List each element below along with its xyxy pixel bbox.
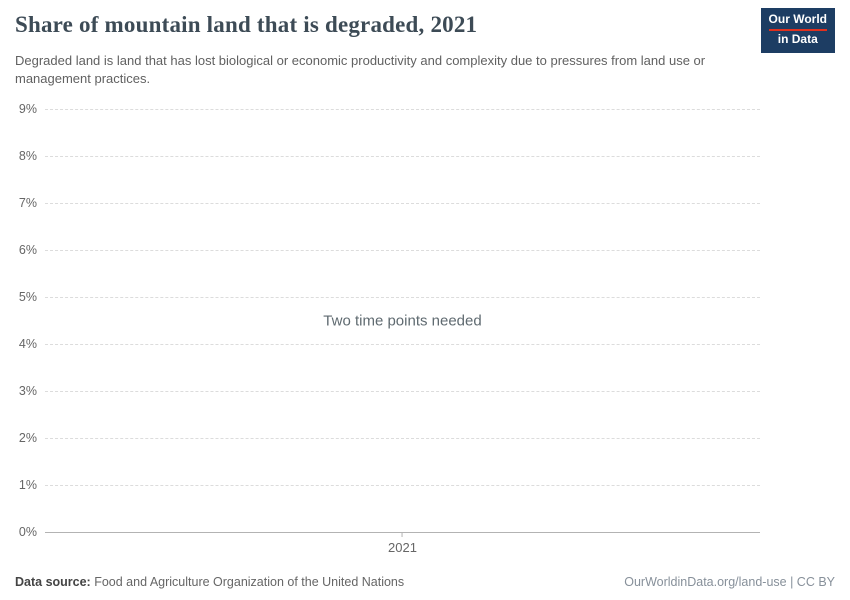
data-source: Data source: Food and Agriculture Organi…: [15, 575, 404, 589]
y-gridline: [45, 156, 760, 157]
owid-logo-line1: Our World: [768, 12, 827, 26]
y-tick-label: 5%: [18, 290, 37, 304]
y-tick-label: 1%: [18, 478, 37, 492]
y-tick-label: 6%: [18, 242, 37, 257]
y-gridline: [45, 344, 760, 345]
y-gridline: [45, 109, 760, 110]
chart-subtitle: Degraded land is land that has lost biol…: [15, 53, 706, 87]
owid-logo-accent-bar: [768, 28, 827, 31]
x-axis-line: [45, 532, 760, 533]
y-tick-label: 9%: [18, 102, 37, 116]
y-gridline: [45, 438, 760, 439]
y-tick-label: 2%: [18, 431, 37, 445]
x-tick-mark: [401, 532, 403, 537]
owid-logo: Our World in Data: [760, 8, 835, 53]
x-axis-tick: 2021: [388, 532, 417, 555]
y-gridline: [45, 249, 760, 251]
empty-state-message: Two time points needed: [323, 312, 482, 329]
y-tick-label: 4%: [18, 337, 37, 351]
owid-logo-line2: in Data: [777, 31, 818, 46]
attribution-link[interactable]: OurWorldinData.org/land-use | CC BY: [624, 575, 835, 589]
chart-footer: Data source: Food and Agriculture Organi…: [15, 575, 835, 589]
y-gridline: [45, 390, 760, 392]
y-tick-label: 0%: [18, 525, 37, 539]
y-tick-label: 3%: [18, 383, 37, 398]
data-source-label: Data source:: [15, 575, 91, 589]
page-title: Share of mountain land that is degraded,…: [15, 12, 478, 37]
x-tick-label: 2021: [388, 540, 417, 555]
y-gridline: [45, 297, 760, 298]
y-gridline: [45, 203, 760, 204]
y-tick-label: 8%: [18, 149, 37, 163]
y-tick-label: 7%: [18, 196, 37, 210]
y-gridline: [45, 485, 760, 486]
data-source-value: Food and Agriculture Organization of the…: [94, 575, 405, 589]
plot-area: Two time points needed 2021 0% 1% 2% 3% 4% 5%…: [19, 102, 760, 555]
